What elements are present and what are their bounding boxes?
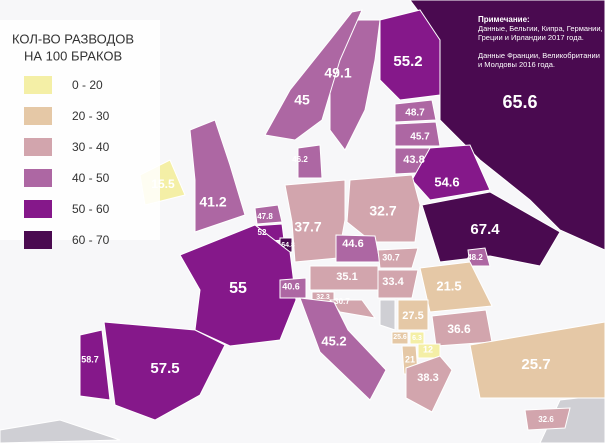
region — [189, 119, 246, 233]
legend-label: 0 - 20 — [72, 78, 103, 92]
region-value: 6.3 — [412, 335, 422, 342]
region-value: 43.8 — [403, 154, 424, 166]
region-value: 32.7 — [369, 203, 396, 219]
region-value: 33.4 — [382, 276, 404, 288]
region — [377, 269, 419, 299]
legend-label: 30 - 40 — [72, 140, 110, 154]
region-value: 21 — [405, 354, 415, 364]
region — [405, 355, 453, 413]
region — [297, 144, 323, 179]
region — [264, 9, 363, 141]
region — [469, 321, 605, 399]
region-value: 12 — [423, 344, 433, 354]
region-value: 36.6 — [447, 322, 471, 336]
note: Примечание:Данные, Бельгии, Кипра, Герма… — [478, 15, 603, 69]
legend-label: 20 - 30 — [72, 109, 110, 123]
region-value: 38.3 — [417, 372, 438, 384]
region-value: 48.2 — [467, 253, 483, 262]
legend-title: НА 100 БРАКОВ — [24, 48, 122, 63]
region — [103, 321, 226, 421]
region — [397, 299, 429, 331]
region-value: 58.7 — [81, 354, 99, 364]
region-value: 45.2 — [321, 333, 346, 348]
region-value: 65.6 — [502, 92, 537, 112]
note-line: Данные, Бельгии, Кипра, Германии, — [478, 24, 603, 33]
region — [394, 99, 437, 123]
legend-title: КОЛ-ВО РАЗВОДОВ — [12, 31, 134, 46]
region-value: 37.7 — [294, 219, 321, 235]
region-value: 52 — [258, 228, 267, 237]
region-value: 54.6 — [434, 174, 459, 189]
region-value: 40.6 — [282, 281, 300, 291]
note-line: и Молдовы 2016 года. — [478, 60, 555, 69]
legend-swatch — [24, 76, 52, 94]
note-line: Греции и Ирландии 2017 года. — [478, 33, 584, 42]
region-value: 45 — [294, 92, 310, 108]
region-value: 41.2 — [199, 194, 226, 210]
region — [179, 224, 297, 347]
legend-swatch — [24, 107, 52, 125]
legend-label: 50 - 60 — [72, 202, 110, 216]
legend-label: 40 - 50 — [72, 171, 110, 185]
region-value: 25.6 — [393, 334, 407, 341]
region — [524, 407, 571, 431]
region — [391, 331, 409, 345]
region-value: 45.7 — [410, 132, 430, 143]
legend-swatch — [24, 169, 52, 187]
region — [421, 191, 561, 267]
region-value: 32.3 — [316, 294, 330, 301]
region — [254, 204, 283, 225]
region — [379, 9, 441, 101]
region-value: 46.2 — [292, 155, 308, 164]
region-value: 67.4 — [470, 221, 500, 238]
legend-label: 60 - 70 — [72, 233, 110, 247]
region-value: 21.5 — [436, 278, 461, 293]
region-value: 27.5 — [402, 310, 423, 322]
region — [346, 174, 421, 243]
legend-swatch — [24, 138, 52, 156]
region-value: 48.7 — [405, 108, 425, 119]
region-value: 30.7 — [382, 252, 400, 262]
region — [467, 247, 491, 267]
region-value: 25.7 — [521, 356, 550, 373]
region — [299, 297, 387, 401]
region-value: 57.5 — [150, 360, 179, 377]
region-value: 47.8 — [257, 212, 273, 221]
legend-swatch — [24, 231, 52, 249]
region-value: 64.8 — [281, 242, 295, 249]
region-value: 49.1 — [324, 65, 351, 81]
region-value: 55 — [229, 280, 247, 297]
region — [377, 247, 419, 269]
land-nodata — [379, 299, 396, 331]
region — [394, 121, 441, 147]
region-value: 32.6 — [538, 415, 554, 424]
region — [411, 144, 491, 201]
legend-swatch — [24, 200, 52, 218]
region-value: 35.1 — [336, 271, 357, 283]
note-heading: Примечание: — [478, 15, 530, 24]
note-line: Данные Франции, Великобритании — [478, 51, 600, 60]
region-value: 44.6 — [342, 238, 363, 250]
region-value: 55.2 — [393, 53, 422, 70]
region — [279, 277, 307, 299]
legend: 0 - 20 20 - 30 30 - 40 40 - 50 50 - 60 60 - 7… — [24, 76, 110, 249]
region — [79, 329, 111, 401]
region-value: 30.7 — [334, 297, 350, 306]
land-nodata — [0, 419, 121, 443]
region — [419, 261, 493, 313]
